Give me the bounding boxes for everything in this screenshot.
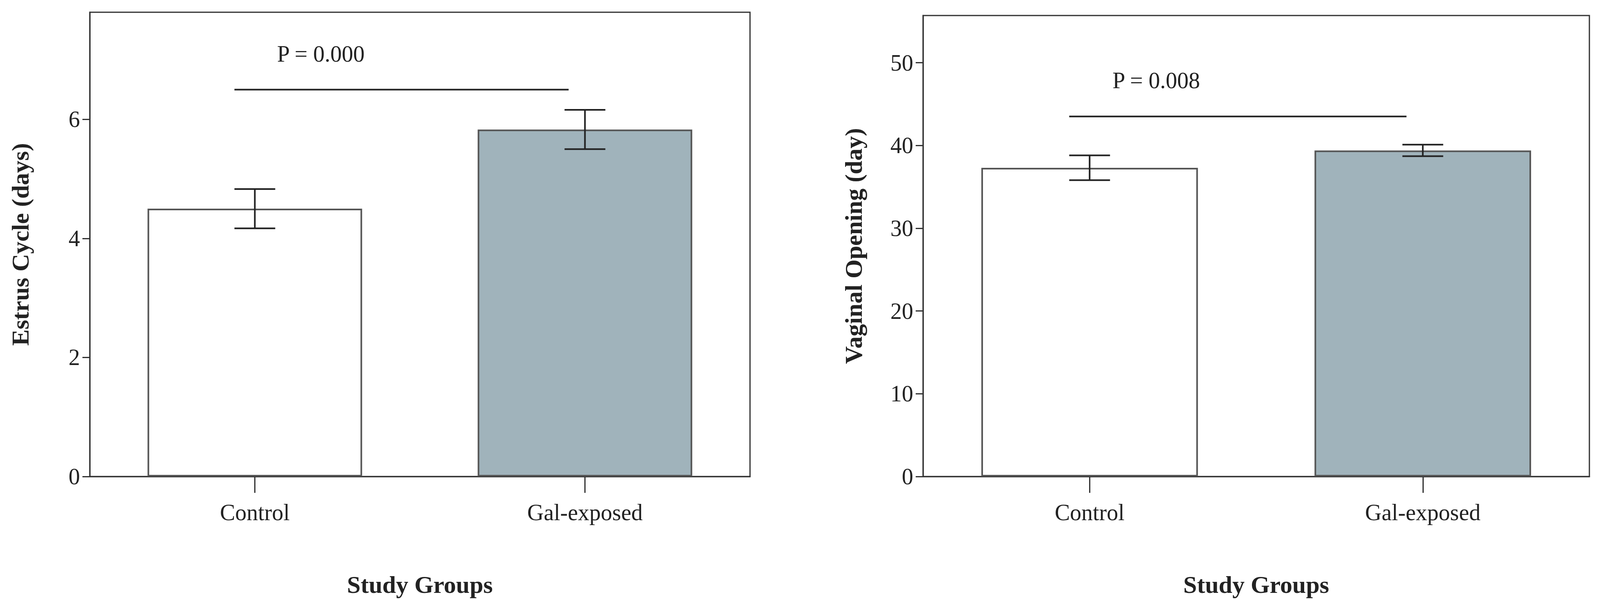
svg-text:40: 40 [890,132,914,158]
svg-text:Estrus Cycle (days): Estrus Cycle (days) [6,142,34,346]
svg-text:Gal-exposed: Gal-exposed [527,499,643,525]
svg-text:Study Groups: Study Groups [1183,570,1330,598]
svg-text:50: 50 [890,50,914,76]
svg-text:4: 4 [68,225,80,251]
svg-text:2: 2 [68,344,80,370]
svg-text:6: 6 [68,106,80,132]
svg-text:Study Groups: Study Groups [346,570,493,598]
svg-text:P = 0.000: P = 0.000 [277,41,365,67]
svg-text:Control: Control [1054,499,1125,525]
svg-text:20: 20 [890,298,914,324]
svg-text:Gal-exposed: Gal-exposed [1364,499,1481,525]
svg-text:0: 0 [901,463,914,489]
svg-text:P = 0.008: P = 0.008 [1112,67,1201,94]
svg-text:10: 10 [890,380,914,407]
svg-text:Vaginal Opening (day): Vaginal Opening (day) [840,128,868,364]
svg-text:0: 0 [68,463,80,489]
svg-text:30: 30 [890,215,914,241]
svg-text:Control: Control [219,499,290,525]
